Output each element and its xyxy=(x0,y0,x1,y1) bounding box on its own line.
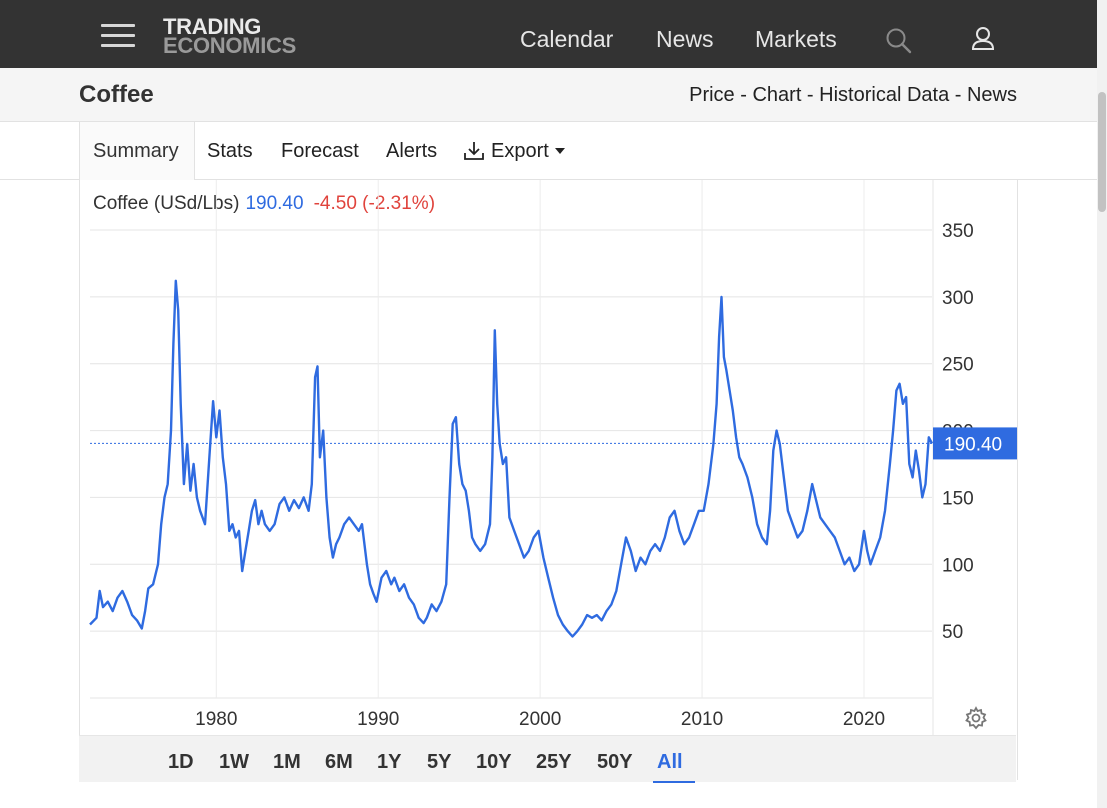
logo-line2: ECONOMICS xyxy=(163,33,296,58)
range-button-5y[interactable]: 5Y xyxy=(427,751,452,773)
legend-series-name: Coffee (USd/Lbs) xyxy=(93,193,240,214)
price-series-line xyxy=(89,279,934,638)
tab-alerts[interactable]: Alerts xyxy=(386,140,438,162)
scrollbar-thumb[interactable] xyxy=(1098,92,1106,212)
y-tick-label: 150 xyxy=(942,488,974,509)
last-value-box xyxy=(933,427,1017,460)
legend-change: -4.50 (-2.31%) xyxy=(313,193,436,214)
active-range-underline xyxy=(653,781,695,783)
x-tick-label: 2020 xyxy=(843,709,885,730)
tab-stats[interactable]: Stats xyxy=(207,140,253,162)
y-tick-label: 250 xyxy=(942,355,974,376)
link-historical-data[interactable]: Historical Data xyxy=(819,84,950,106)
logo-line1: TRADING xyxy=(163,14,262,39)
site-logo[interactable]: TRADING ECONOMICS xyxy=(163,14,296,58)
chart-legend: Coffee (USd/Lbs) 190.40 -4.50 (-2.31%) xyxy=(93,193,435,215)
chevron-down-icon[interactable] xyxy=(554,147,566,155)
tab-forecast[interactable]: Forecast xyxy=(281,140,359,162)
top-navbar xyxy=(0,0,1097,68)
download-icon[interactable] xyxy=(464,141,486,161)
legend-value: 190.40 xyxy=(245,193,304,214)
settings-gear-icon[interactable] xyxy=(964,706,988,730)
last-value-label: 190.40 xyxy=(944,434,1002,455)
range-selector xyxy=(79,735,1016,782)
breadcrumb-links: Price - Chart - Historical Data - News xyxy=(689,84,1017,107)
tab-export[interactable]: Export xyxy=(491,140,549,162)
link-chart[interactable]: Chart xyxy=(752,84,802,106)
user-icon[interactable] xyxy=(971,26,997,52)
page-title: Coffee xyxy=(79,81,154,108)
range-button-10y[interactable]: 10Y xyxy=(476,751,512,773)
y-tick-label: 50 xyxy=(942,622,963,643)
link-separator: - xyxy=(801,84,820,106)
menu-icon[interactable] xyxy=(101,24,135,48)
x-tick-label: 1980 xyxy=(195,709,237,730)
y-tick-label: 300 xyxy=(942,288,974,309)
range-button-6m[interactable]: 6M xyxy=(325,751,353,773)
chart-frame xyxy=(79,180,1018,780)
chart-grid xyxy=(90,180,934,735)
search-icon[interactable] xyxy=(885,27,913,55)
sub-header xyxy=(0,68,1097,122)
range-button-1y[interactable]: 1Y xyxy=(377,751,402,773)
range-button-1m[interactable]: 1M xyxy=(273,751,301,773)
link-news[interactable]: News xyxy=(966,84,1017,106)
y-tick-label: 100 xyxy=(942,555,974,576)
x-tick-label: 2010 xyxy=(681,709,723,730)
nav-news[interactable]: News xyxy=(656,26,714,52)
link-separator: - xyxy=(949,84,967,106)
range-button-50y[interactable]: 50Y xyxy=(597,751,633,773)
link-price[interactable]: Price xyxy=(689,84,735,106)
tab-summary[interactable]: Summary xyxy=(93,140,179,162)
link-separator: - xyxy=(734,84,753,106)
range-button-all[interactable]: All xyxy=(657,751,683,773)
tab-active-background xyxy=(79,122,195,180)
nav-calendar[interactable]: Calendar xyxy=(520,26,614,52)
nav-markets[interactable]: Markets xyxy=(755,26,837,52)
x-tick-label: 2000 xyxy=(519,709,561,730)
tabs-row xyxy=(0,122,1097,180)
range-button-1w[interactable]: 1W xyxy=(219,751,249,773)
page-scrollbar[interactable] xyxy=(1097,0,1107,808)
range-button-25y[interactable]: 25Y xyxy=(536,751,572,773)
x-tick-label: 1990 xyxy=(357,709,399,730)
x-axis-ticks: 1980 1990 2000 2010 2020 xyxy=(195,709,885,730)
range-button-1d[interactable]: 1D xyxy=(168,751,194,773)
y-tick-label: 350 xyxy=(942,221,974,242)
